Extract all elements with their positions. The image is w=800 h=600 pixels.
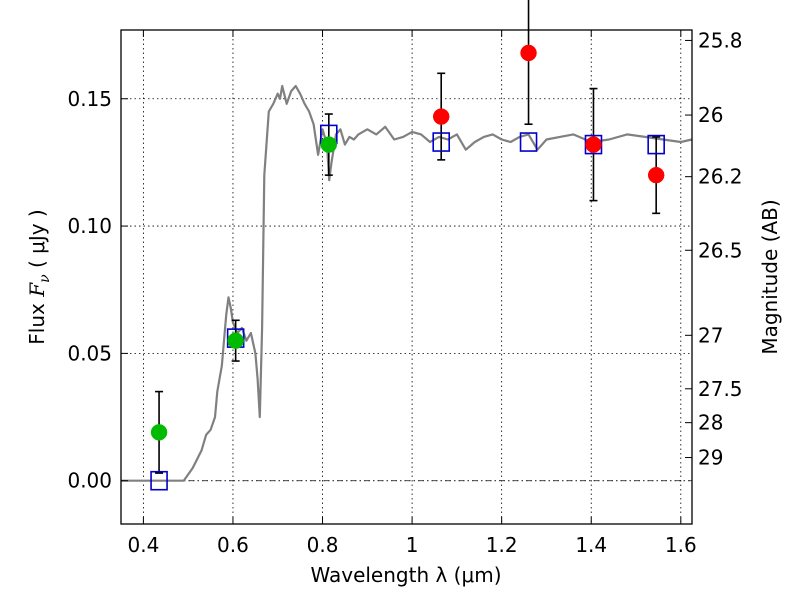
right-tick-label: 26.5 <box>698 238 743 262</box>
right-axis-label: Magnitude (AB) <box>758 199 782 354</box>
y-tick-label: 0.15 <box>67 87 112 111</box>
y-axis-label-flux: Flux <box>25 297 49 345</box>
green-photometry-point <box>227 332 244 349</box>
y-axis-label-units: ( μJy ) <box>25 209 49 274</box>
x-tick-label: 0.8 <box>307 533 339 557</box>
y-tick-label: 0.00 <box>67 469 112 493</box>
y-axis-label-subscript: ν <box>37 274 53 283</box>
y-tick-label: 0.05 <box>67 341 112 365</box>
y-axis-label: Flux Fν ( μJy ) <box>25 209 53 344</box>
right-tick-label: 27 <box>698 323 723 347</box>
model-flux-square <box>647 134 665 155</box>
x-tick-label: 0.6 <box>217 533 249 557</box>
right-tick-label: 26.2 <box>698 165 743 189</box>
right-tick-label: 27.5 <box>698 377 743 401</box>
y-axis-label-symbol: F <box>25 282 49 298</box>
y-tick-label: 0.10 <box>67 214 112 238</box>
model-flux-square <box>150 470 168 491</box>
plot-frame <box>120 29 693 525</box>
right-tick-label: 28 <box>698 411 723 435</box>
model-flux-square <box>519 132 538 152</box>
x-axis-label: Wavelength λ (μm) <box>310 563 501 587</box>
red-photometry-point <box>647 166 665 184</box>
right-tick-label: 26 <box>698 103 723 127</box>
x-tick-label: 1.4 <box>575 533 607 557</box>
plot-area <box>121 0 693 491</box>
x-tick-label: 1.2 <box>486 533 518 557</box>
x-tick-label: 0.4 <box>127 533 159 557</box>
red-photometry-point <box>585 136 602 153</box>
red-photometry-point <box>432 108 450 125</box>
model-flux-square <box>432 132 451 152</box>
right-axis-magnitude: 25.8 26 26.2 26.5 27 27.5 28 29 <box>685 28 743 470</box>
green-photometry-point <box>320 136 338 153</box>
right-tick-label: 25.8 <box>698 28 743 52</box>
y-axis: 0.00 0.05 0.10 0.15 <box>67 87 128 493</box>
x-tick-label: 1.6 <box>665 533 697 557</box>
red-photometry-point <box>520 44 537 62</box>
x-axis: 0.4 0.6 0.8 1 1.2 1.4 1.6 <box>127 30 697 557</box>
right-tick-label: 29 <box>698 446 723 470</box>
x-tick-label: 1 <box>406 533 419 557</box>
green-photometry-point <box>150 424 168 441</box>
